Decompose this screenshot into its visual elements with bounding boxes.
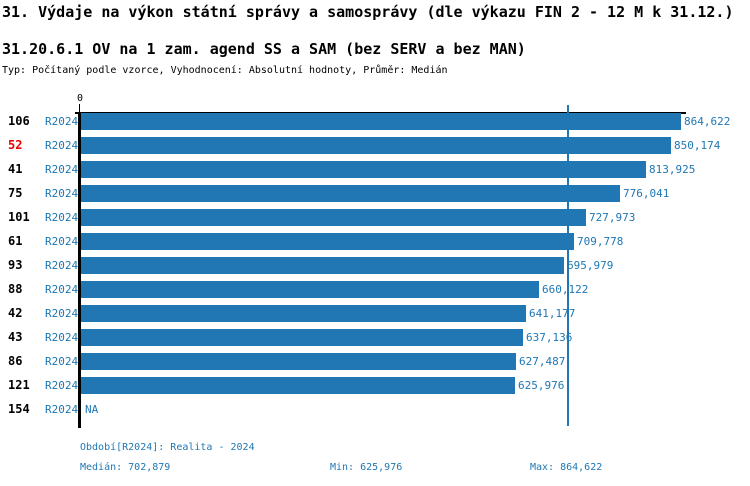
chart-row: 75 R2024 776,041 <box>0 185 750 202</box>
row-series-label: R2024 <box>45 307 79 320</box>
page-title: 31. Výdaje na výkon státní správy a samo… <box>2 3 734 21</box>
row-category-label: 93 <box>8 258 23 272</box>
footer-period: Období[R2024]: Realita - 2024 <box>80 442 255 453</box>
row-category-label: 88 <box>8 282 23 296</box>
row-value-label: 627,487 <box>519 355 566 368</box>
row-category-label: 43 <box>8 330 23 344</box>
chart-row: 121 R2024 625,976 <box>0 377 750 394</box>
row-category-label: 61 <box>8 234 23 248</box>
row-value-label: 813,925 <box>649 163 696 176</box>
row-series-label: R2024 <box>45 235 79 248</box>
row-series-label: R2024 <box>45 403 79 416</box>
footer-min: Min: 625,976 <box>330 462 403 473</box>
row-value-label: 641,177 <box>529 307 576 320</box>
row-bar <box>81 257 564 274</box>
row-category-label: 154 <box>8 402 30 416</box>
chart-row: 52 R2024 850,174 <box>0 137 750 154</box>
row-series-label: R2024 <box>45 283 79 296</box>
row-category-label: 75 <box>8 186 23 200</box>
row-bar <box>81 233 574 250</box>
row-bar <box>81 185 620 202</box>
row-series-label: R2024 <box>45 115 79 128</box>
row-bar <box>81 161 646 178</box>
row-category-label: 106 <box>8 114 30 128</box>
footer-median: Medián: 702,879 <box>80 462 171 473</box>
chart-row: 42 R2024 641,177 <box>0 305 750 322</box>
chart-row: 106 R2024 864,622 <box>0 113 750 130</box>
row-value-label: 709,778 <box>577 235 624 248</box>
row-value-label: 776,041 <box>623 187 670 200</box>
row-value-label: 864,622 <box>684 115 731 128</box>
row-series-label: R2024 <box>45 187 79 200</box>
row-bar <box>81 281 539 298</box>
x-axis-zero-label: 0 <box>76 93 84 104</box>
row-bar <box>81 305 526 322</box>
row-value-label: 660,122 <box>542 283 589 296</box>
chart-row: 88 R2024 660,122 <box>0 281 750 298</box>
chart-row: 154 R2024 NA <box>0 401 750 418</box>
chart-row: 93 R2024 695,979 <box>0 257 750 274</box>
row-series-label: R2024 <box>45 139 79 152</box>
chart-row: 61 R2024 709,778 <box>0 233 750 250</box>
row-series-label: R2024 <box>45 211 79 224</box>
row-bar <box>81 137 671 154</box>
row-category-label: 52 <box>8 138 23 152</box>
row-series-label: R2024 <box>45 259 79 272</box>
row-value-label: NA <box>85 403 99 416</box>
row-value-label: 637,136 <box>526 331 573 344</box>
chart-row: 86 R2024 627,487 <box>0 353 750 370</box>
y-axis-line <box>78 112 81 428</box>
row-series-label: R2024 <box>45 355 79 368</box>
row-bar <box>81 329 523 346</box>
row-bar <box>81 377 515 394</box>
row-bar <box>81 353 516 370</box>
row-value-label: 850,174 <box>674 139 721 152</box>
row-bar <box>81 209 586 226</box>
row-series-label: R2024 <box>45 379 79 392</box>
meta-line: Typ: Počítaný podle vzorce, Vyhodnocení:… <box>2 65 448 76</box>
row-category-label: 42 <box>8 306 23 320</box>
row-category-label: 121 <box>8 378 30 392</box>
median-line <box>567 105 569 426</box>
row-series-label: R2024 <box>45 331 79 344</box>
row-bar <box>81 113 681 130</box>
row-category-label: 101 <box>8 210 30 224</box>
row-value-label: 727,973 <box>589 211 636 224</box>
row-value-label: 625,976 <box>518 379 565 392</box>
x-axis-zero-tick <box>79 104 80 112</box>
row-category-label: 86 <box>8 354 23 368</box>
row-category-label: 41 <box>8 162 23 176</box>
footer-max: Max: 864,622 <box>530 462 603 473</box>
chart-row: 41 R2024 813,925 <box>0 161 750 178</box>
page-subtitle: 31.20.6.1 OV na 1 zam. agend SS a SAM (b… <box>2 40 526 58</box>
row-series-label: R2024 <box>45 163 79 176</box>
chart-row: 101 R2024 727,973 <box>0 209 750 226</box>
row-value-label: 695,979 <box>567 259 614 272</box>
chart-row: 43 R2024 637,136 <box>0 329 750 346</box>
